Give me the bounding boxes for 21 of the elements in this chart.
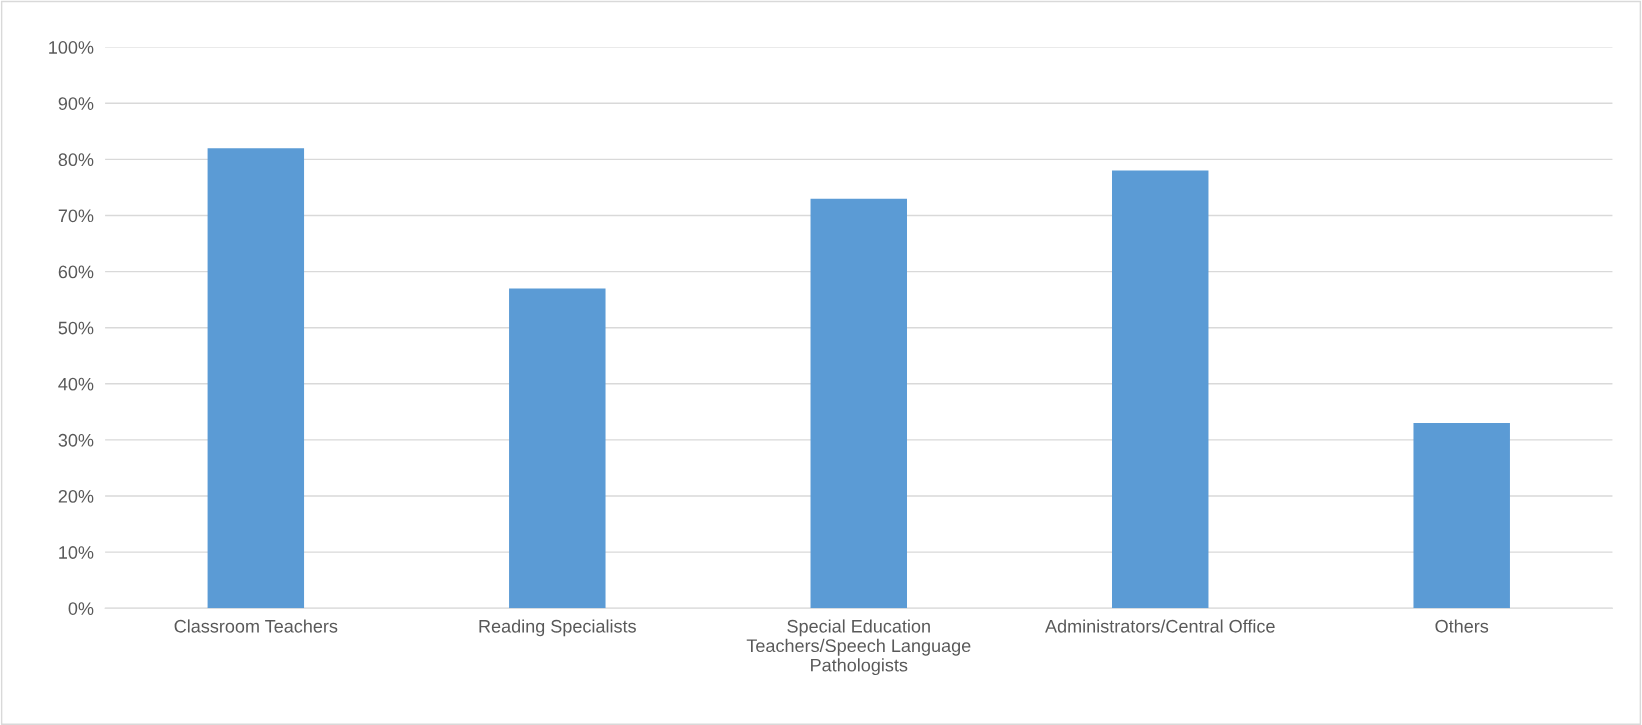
y-tick-label: 60% [58, 265, 94, 279]
x-tick-label: Classroom Teachers [174, 619, 338, 633]
y-tick-label: 100% [49, 41, 94, 54]
y-tick-label: 90% [58, 97, 94, 110]
x-tick-label: Others [1435, 619, 1489, 633]
y-tick-label: 30% [58, 433, 94, 447]
bar [1413, 423, 1510, 609]
y-tick-label: 50% [58, 321, 94, 335]
y-tick-label: 80% [58, 153, 94, 167]
y-tick-label: 70% [58, 209, 94, 223]
bar [509, 288, 606, 609]
x-tick-label: Special Education Teachers/Speech Language Pathologists [746, 619, 971, 676]
y-tick-label: 0% [68, 602, 94, 615]
x-tick-label: Administrators/Central Office [1045, 619, 1275, 633]
x-tick-label: Reading Specialists [479, 619, 636, 637]
bar [810, 198, 907, 609]
bar [1112, 170, 1209, 609]
y-tick-label: 20% [58, 489, 94, 503]
y-tick-label: 10% [59, 546, 94, 559]
y-tick-label: 40% [58, 377, 94, 391]
bar [207, 148, 305, 609]
